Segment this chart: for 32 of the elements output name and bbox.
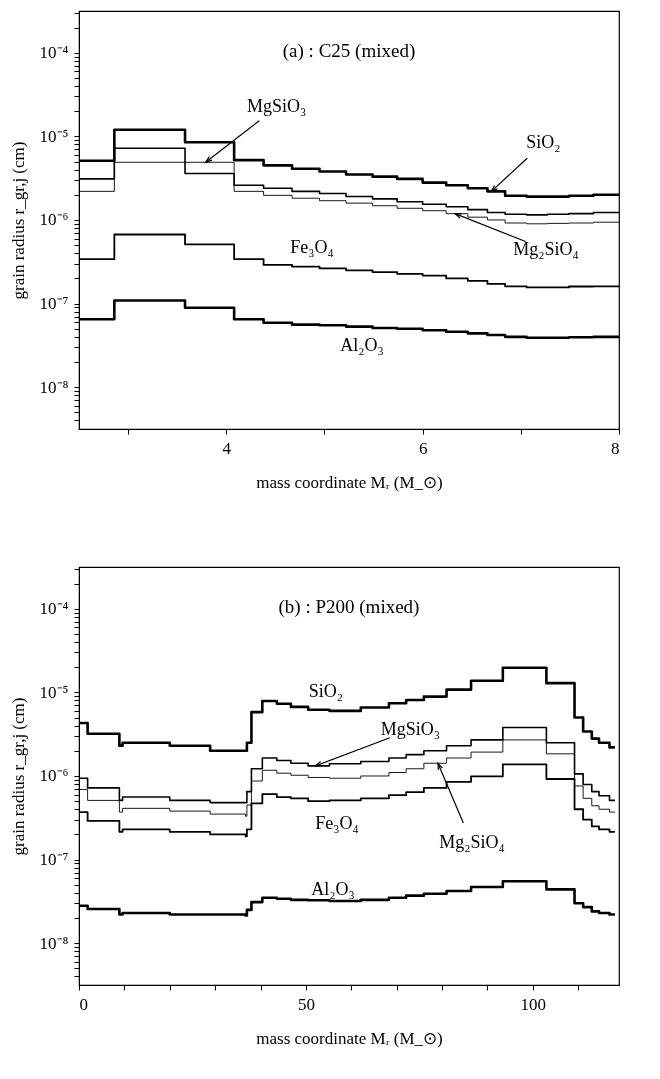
- annotation: SiO₂: [308, 681, 344, 701]
- x-tick-label: 100: [520, 994, 547, 1014]
- y-tick-label: 10⁻⁸: [39, 377, 69, 397]
- y-tick-label: 10⁻⁶: [39, 210, 69, 230]
- y-axis-title: grain radius r_gr,j (cm): [8, 141, 28, 300]
- text: (a) : C25 (mixed): [282, 40, 416, 62]
- y-tick-label: 10⁻⁴: [39, 43, 69, 63]
- annotation: Fe₃O₄: [290, 237, 334, 257]
- x-tick-label: 0: [79, 994, 88, 1014]
- annotation: Al₂O₃: [340, 335, 384, 355]
- annotation: MgSiO₃: [247, 96, 307, 117]
- annotation: Mg₂SiO₄: [513, 238, 579, 259]
- y-tick-label: 10⁻⁶: [39, 766, 69, 786]
- y-tick-label: 10⁻⁵: [39, 126, 69, 146]
- y-tick-label: 10⁻⁷: [39, 294, 69, 314]
- x-axis-title: mass coordinate Mᵣ (M_⊙): [256, 1028, 443, 1048]
- x-tick-label: 8: [611, 438, 620, 458]
- text: (b) : P200 (mixed): [278, 596, 420, 618]
- y-tick-label: 10⁻⁵: [39, 682, 69, 702]
- annotation: SiO₂: [526, 132, 561, 153]
- x-axis-title: mass coordinate Mᵣ (M_⊙): [256, 472, 443, 492]
- x-tick-label: 50: [297, 994, 315, 1014]
- x-tick-label: 4: [222, 438, 232, 458]
- x-tick-label: 6: [418, 438, 428, 458]
- y-tick-label: 10⁻⁸: [39, 933, 69, 953]
- y-axis-title: grain radius r_gr,j (cm): [8, 697, 28, 856]
- y-tick-label: 10⁻⁷: [39, 850, 69, 870]
- annotation: Mg₂SiO₄: [439, 832, 505, 853]
- annotation: MgSiO₃: [380, 718, 441, 739]
- y-tick-label: 10⁻⁴: [39, 599, 69, 619]
- annotation: Fe₃O₄: [315, 813, 359, 833]
- annotation: Al₂O₃: [311, 879, 355, 899]
